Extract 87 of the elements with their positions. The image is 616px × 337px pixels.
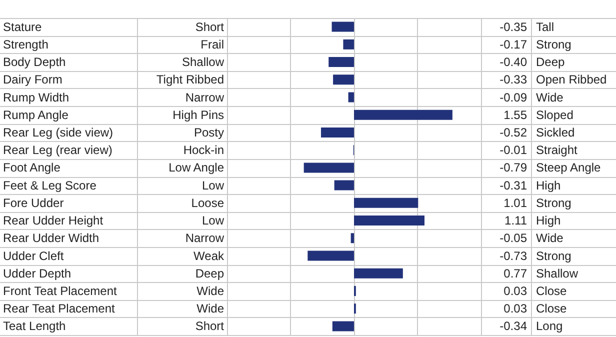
data-label: 0.03 xyxy=(504,284,528,298)
y-tick-label: Foot Angle xyxy=(3,160,61,175)
text: Deep xyxy=(536,55,566,70)
data-label: -0.34 xyxy=(500,319,528,334)
text: Strong xyxy=(536,196,572,210)
data-label: -0.40 xyxy=(500,55,528,70)
y-tick-label: Strength xyxy=(3,37,48,52)
data-label: -0.73 xyxy=(500,248,528,263)
text: Open Ribbed xyxy=(536,72,607,87)
text: Narrow xyxy=(185,90,224,104)
text: Posty xyxy=(194,125,224,140)
text: Wide xyxy=(196,302,224,316)
data-label: -0.33 xyxy=(500,72,528,87)
bar xyxy=(334,180,354,190)
bar xyxy=(308,250,354,261)
text: Frail xyxy=(200,37,224,52)
text: Shallow xyxy=(182,55,224,70)
data-label: -0.09 xyxy=(500,90,528,104)
text: Short xyxy=(195,20,225,34)
text: Steep Angle xyxy=(536,160,602,175)
y-tick-label: Rear Leg (side view) xyxy=(3,125,114,140)
bar xyxy=(328,57,354,68)
data-label: -0.52 xyxy=(500,125,528,140)
text: Short xyxy=(195,319,225,334)
text: Long xyxy=(536,319,563,334)
bar xyxy=(333,74,354,85)
text: Wide xyxy=(536,90,564,104)
text: Straight xyxy=(536,143,578,158)
data-label: -0.79 xyxy=(500,160,528,175)
text: High xyxy=(536,214,561,228)
y-tick-label: Body Depth xyxy=(3,55,66,70)
text: Wide xyxy=(536,231,564,246)
text: Strong xyxy=(536,37,572,52)
bar xyxy=(354,268,403,278)
text: Sloped xyxy=(536,108,574,122)
bar xyxy=(332,321,354,332)
text: Wide xyxy=(196,284,224,298)
text: Low xyxy=(202,178,224,192)
y-tick-label: Teat Length xyxy=(3,319,66,334)
bar xyxy=(332,22,354,32)
data-label: -0.31 xyxy=(500,178,528,192)
text: Close xyxy=(536,284,568,298)
text: Sickled xyxy=(536,125,575,140)
text: Tall xyxy=(536,20,554,34)
text: Low xyxy=(202,214,224,228)
text: High Pins xyxy=(172,108,224,122)
data-label: 1.11 xyxy=(504,214,528,228)
bar xyxy=(343,39,354,50)
text: Hock-in xyxy=(183,143,224,158)
y-tick-label: Udder Depth xyxy=(3,266,72,280)
y-tick-label: Udder Cleft xyxy=(3,248,64,263)
data-label: 1.55 xyxy=(504,108,528,122)
data-label: -0.35 xyxy=(500,20,528,34)
y-tick-label: Rump Angle xyxy=(3,108,69,122)
y-tick-label: Rear Leg (rear view) xyxy=(3,143,112,158)
bar xyxy=(354,110,452,120)
bar xyxy=(354,198,418,208)
bar xyxy=(354,216,424,226)
y-tick-label: Rump Width xyxy=(3,90,70,104)
data-label: 0.77 xyxy=(504,266,528,280)
data-label: -0.01 xyxy=(500,143,528,158)
bar xyxy=(350,233,354,244)
y-tick-label: Stature xyxy=(3,20,42,34)
bar xyxy=(304,162,354,173)
text: Deep xyxy=(195,266,224,280)
text: Shallow xyxy=(536,266,578,280)
y-tick-label: Rear Udder Height xyxy=(3,214,104,228)
text: Loose xyxy=(191,196,224,210)
text: Narrow xyxy=(185,231,224,246)
text: Close xyxy=(536,302,568,316)
text: Low Angle xyxy=(168,160,224,175)
data-label: -0.05 xyxy=(500,231,528,246)
y-tick-label: Rear Udder Width xyxy=(3,231,100,246)
y-tick-label: Feet & Leg Score xyxy=(3,178,97,192)
data-label: 1.01 xyxy=(504,196,528,210)
y-tick-label: Fore Udder xyxy=(3,196,64,210)
text: Weak xyxy=(194,248,225,263)
y-tick-label: Rear Teat Placement xyxy=(3,302,116,316)
bar xyxy=(320,127,354,138)
text: Strong xyxy=(536,248,572,263)
data-label: 0.03 xyxy=(504,302,528,316)
data-label: -0.17 xyxy=(500,37,528,52)
y-tick-label: Front Teat Placement xyxy=(3,284,118,298)
text: Tight Ribbed xyxy=(156,72,224,87)
bar xyxy=(348,92,354,102)
text: High xyxy=(536,178,561,192)
y-tick-label: Dairy Form xyxy=(3,72,62,87)
